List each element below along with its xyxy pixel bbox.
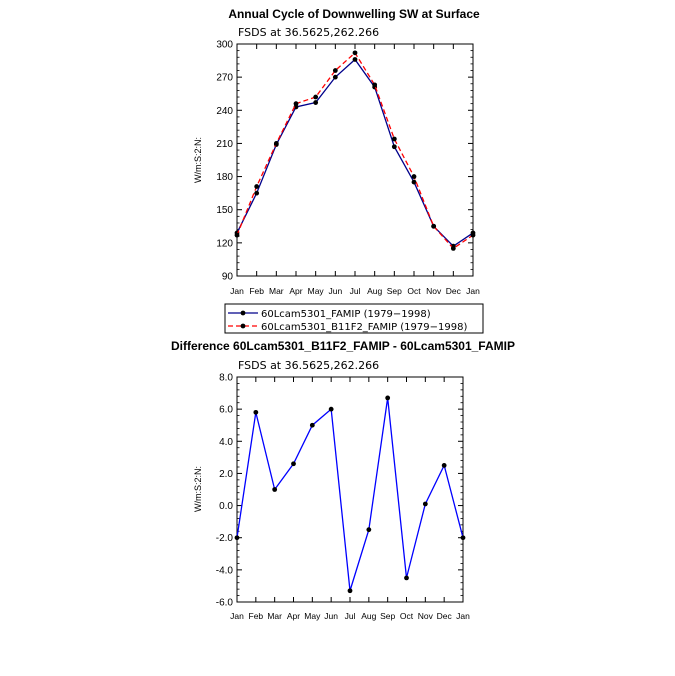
y-tick-label: 300 bbox=[216, 40, 233, 51]
data-point bbox=[391, 144, 397, 150]
series-line-1 bbox=[236, 397, 464, 591]
legend-label-famip: 60Lcam5301_FAMIP (1979−1998) bbox=[261, 309, 431, 320]
chart2-title: Difference 60Lcam5301_B11F2_FAMIP - 60Lc… bbox=[171, 339, 515, 353]
y-tick-label: 8.0 bbox=[219, 373, 233, 384]
x-tick-label: Mar bbox=[267, 611, 282, 621]
y-tick-label: 0.0 bbox=[219, 501, 233, 512]
y-tick-label: 180 bbox=[216, 172, 233, 183]
data-point bbox=[470, 232, 476, 238]
x-tick-label: Dec bbox=[437, 611, 453, 621]
y-tick-label: 240 bbox=[216, 106, 233, 117]
data-point bbox=[291, 461, 296, 467]
data-point bbox=[441, 462, 447, 468]
annual-cycle-chart: Annual Cycle of Downwelling SW at Surfac… bbox=[193, 7, 480, 296]
data-point bbox=[234, 232, 240, 238]
chart2-plot-frame bbox=[236, 376, 464, 603]
x-tick-label: Jun bbox=[324, 611, 338, 621]
x-tick-label: Oct bbox=[400, 611, 414, 621]
chart2-subtitle: FSDS at 36.5625,262.266 bbox=[238, 359, 379, 372]
data-point bbox=[253, 409, 259, 415]
data-point bbox=[352, 50, 358, 56]
legend-marker-famip bbox=[240, 310, 246, 316]
chart1-plot-frame bbox=[236, 43, 474, 277]
x-tick-label: May bbox=[308, 286, 325, 296]
x-tick-label: Sep bbox=[387, 286, 402, 296]
x-tick-label: Dec bbox=[446, 286, 462, 296]
x-tick-label: Jan bbox=[456, 611, 470, 621]
x-tick-label: Jan bbox=[230, 286, 244, 296]
legend-label-b11f2: 60Lcam5301_B11F2_FAMIP (1979−1998) bbox=[261, 322, 467, 333]
data-point bbox=[450, 245, 456, 251]
data-point bbox=[385, 395, 391, 401]
y-tick-label: 4.0 bbox=[219, 437, 233, 448]
data-point bbox=[328, 406, 334, 412]
data-point bbox=[313, 100, 319, 105]
data-point bbox=[293, 104, 299, 110]
y-tick-label: 90 bbox=[222, 272, 234, 283]
data-point bbox=[293, 101, 299, 107]
y-tick-label: 120 bbox=[216, 238, 233, 249]
data-point bbox=[366, 527, 372, 533]
y-tick-label: 2.0 bbox=[219, 469, 233, 480]
y-tick-label: 270 bbox=[216, 73, 233, 84]
x-tick-label: Aug bbox=[361, 611, 376, 621]
y-tick-label: -4.0 bbox=[216, 565, 234, 576]
difference-chart: Difference 60Lcam5301_B11F2_FAMIP - 60Lc… bbox=[171, 339, 515, 621]
x-tick-label: Sep bbox=[380, 611, 395, 621]
data-point bbox=[372, 82, 378, 88]
legend-box bbox=[224, 303, 484, 334]
x-tick-label: Mar bbox=[269, 286, 284, 296]
data-point bbox=[352, 57, 358, 62]
data-point bbox=[431, 223, 437, 229]
x-tick-label: Oct bbox=[407, 286, 421, 296]
data-point bbox=[391, 136, 397, 142]
data-point bbox=[313, 94, 319, 100]
x-tick-label: Jun bbox=[328, 286, 342, 296]
chart1-y-axis-label: W/m:S:2:N: bbox=[193, 137, 203, 183]
x-tick-label: Jan bbox=[466, 286, 480, 296]
x-tick-label: Feb bbox=[249, 611, 264, 621]
x-tick-label: Nov bbox=[418, 611, 434, 621]
x-tick-label: Jul bbox=[345, 611, 356, 621]
legend-marker-b11f2 bbox=[240, 323, 246, 329]
data-point bbox=[460, 535, 466, 541]
x-tick-label: Feb bbox=[249, 286, 264, 296]
data-point bbox=[411, 174, 417, 179]
x-tick-label: May bbox=[304, 611, 321, 621]
data-point bbox=[332, 74, 338, 80]
data-point bbox=[422, 501, 428, 507]
x-tick-label: Jul bbox=[350, 286, 361, 296]
x-tick-label: Jan bbox=[230, 611, 244, 621]
data-point bbox=[254, 184, 260, 189]
y-tick-label: -2.0 bbox=[216, 533, 234, 544]
chart2-y-axis-label: W/m:S:2:N: bbox=[193, 466, 203, 512]
y-tick-label: -6.0 bbox=[216, 598, 234, 609]
data-point bbox=[332, 68, 338, 73]
series-line-2 bbox=[236, 51, 474, 250]
data-point bbox=[272, 487, 278, 492]
data-point bbox=[234, 535, 240, 541]
x-tick-label: Aug bbox=[367, 286, 382, 296]
chart1-title: Annual Cycle of Downwelling SW at Surfac… bbox=[228, 7, 480, 21]
data-point bbox=[254, 190, 260, 196]
x-tick-label: Apr bbox=[289, 286, 302, 296]
legend: 60Lcam5301_FAMIP (1979−1998) 60Lcam5301_… bbox=[224, 303, 484, 334]
chart1-subtitle: FSDS at 36.5625,262.266 bbox=[238, 26, 379, 39]
data-point bbox=[411, 179, 417, 185]
y-tick-label: 210 bbox=[216, 139, 233, 150]
x-tick-label: Nov bbox=[426, 286, 442, 296]
data-point bbox=[404, 575, 409, 581]
y-tick-label: 150 bbox=[216, 205, 233, 216]
data-point bbox=[273, 141, 279, 146]
x-tick-label: Apr bbox=[287, 611, 300, 621]
data-point bbox=[347, 588, 353, 594]
data-point bbox=[309, 422, 315, 428]
y-tick-label: 6.0 bbox=[219, 405, 233, 416]
